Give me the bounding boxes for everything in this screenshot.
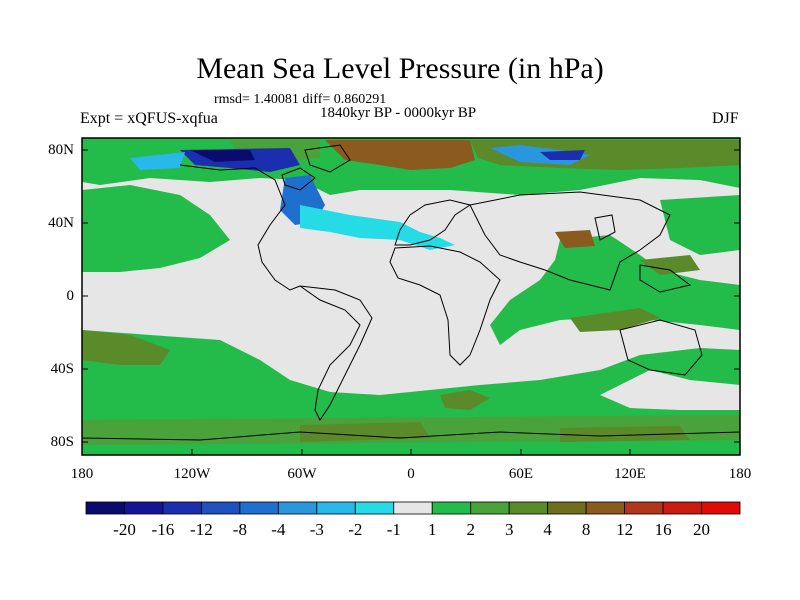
colorbar-tick-label: -2 (348, 520, 363, 539)
lat-label-40s: 40S (50, 361, 74, 377)
colorbar-swatch (470, 501, 510, 515)
colorbar-tick-label: 3 (504, 520, 514, 539)
colorbar-tick-label: -20 (113, 520, 136, 539)
lon-label-180w: 180 (70, 466, 94, 482)
colorbar-tick-label: 20 (693, 520, 710, 539)
colorbar-swatch (316, 501, 356, 515)
colorbar-tick-label: 1 (427, 520, 437, 539)
lon-label-120e: 120E (614, 466, 646, 482)
colorbar-swatch (85, 501, 125, 515)
lat-label-80s: 80S (50, 434, 74, 450)
rmsd-diff-stats: rmsd= 1.40081 diff= 0.860291 (214, 92, 387, 107)
colorbar-swatch (124, 501, 164, 515)
colorbar-tick-label: -4 (271, 520, 286, 539)
colorbar-tick-label: 16 (654, 520, 672, 539)
map-title: Mean Sea Level Pressure (in hPa) (196, 52, 604, 85)
lon-label-120w: 120W (173, 466, 211, 482)
colorbar-swatch (277, 501, 318, 515)
lon-label-0: 0 (407, 466, 415, 482)
colorbar-tick-label: 8 (581, 520, 591, 539)
colorbar-swatch (239, 501, 279, 515)
colorbar-swatch (162, 501, 202, 515)
lat-ticks (82, 149, 740, 443)
lat-label-80n: 80N (48, 142, 74, 158)
lon-ticks (81, 449, 741, 455)
colorbar (85, 501, 741, 515)
colorbar-tick-label: -12 (190, 520, 213, 539)
colorbar-swatch (431, 501, 472, 515)
lon-label-60w: 60W (287, 466, 317, 482)
colorbar-tick-label: -16 (151, 520, 175, 539)
lon-label-60e: 60E (508, 466, 534, 482)
colorbar-swatch (354, 501, 395, 515)
colorbar-tick-label: 4 (543, 520, 552, 539)
experiment-label: Expt = xQFUS-xqfua (80, 110, 218, 127)
colorbar-tick-label: -8 (232, 520, 247, 539)
season-label: DJF (712, 110, 739, 127)
colorbar-swatch (547, 501, 587, 515)
lat-label-0: 0 (66, 288, 75, 304)
colorbar-swatch (624, 501, 664, 515)
pressure-field (82, 138, 740, 455)
time-period: 1840kyr BP - 0000kyr BP (320, 105, 477, 121)
colorbar-tick-label: -3 (309, 520, 324, 539)
colorbar-swatch (585, 501, 625, 515)
colorbar-swatch (508, 501, 549, 515)
colorbar-tick-label: -1 (386, 520, 401, 539)
colorbar-swatch (201, 501, 241, 515)
lat-label-40n: 40N (48, 215, 74, 231)
colorbar-swatch (662, 501, 702, 515)
colorbar-tick-label: 2 (466, 520, 475, 539)
lon-label-180e: 180 (728, 466, 752, 482)
colorbar-tick-label: 12 (616, 520, 634, 539)
colorbar-swatch (701, 501, 741, 515)
colorbar-swatch (393, 501, 433, 515)
coastlines (81, 144, 741, 441)
